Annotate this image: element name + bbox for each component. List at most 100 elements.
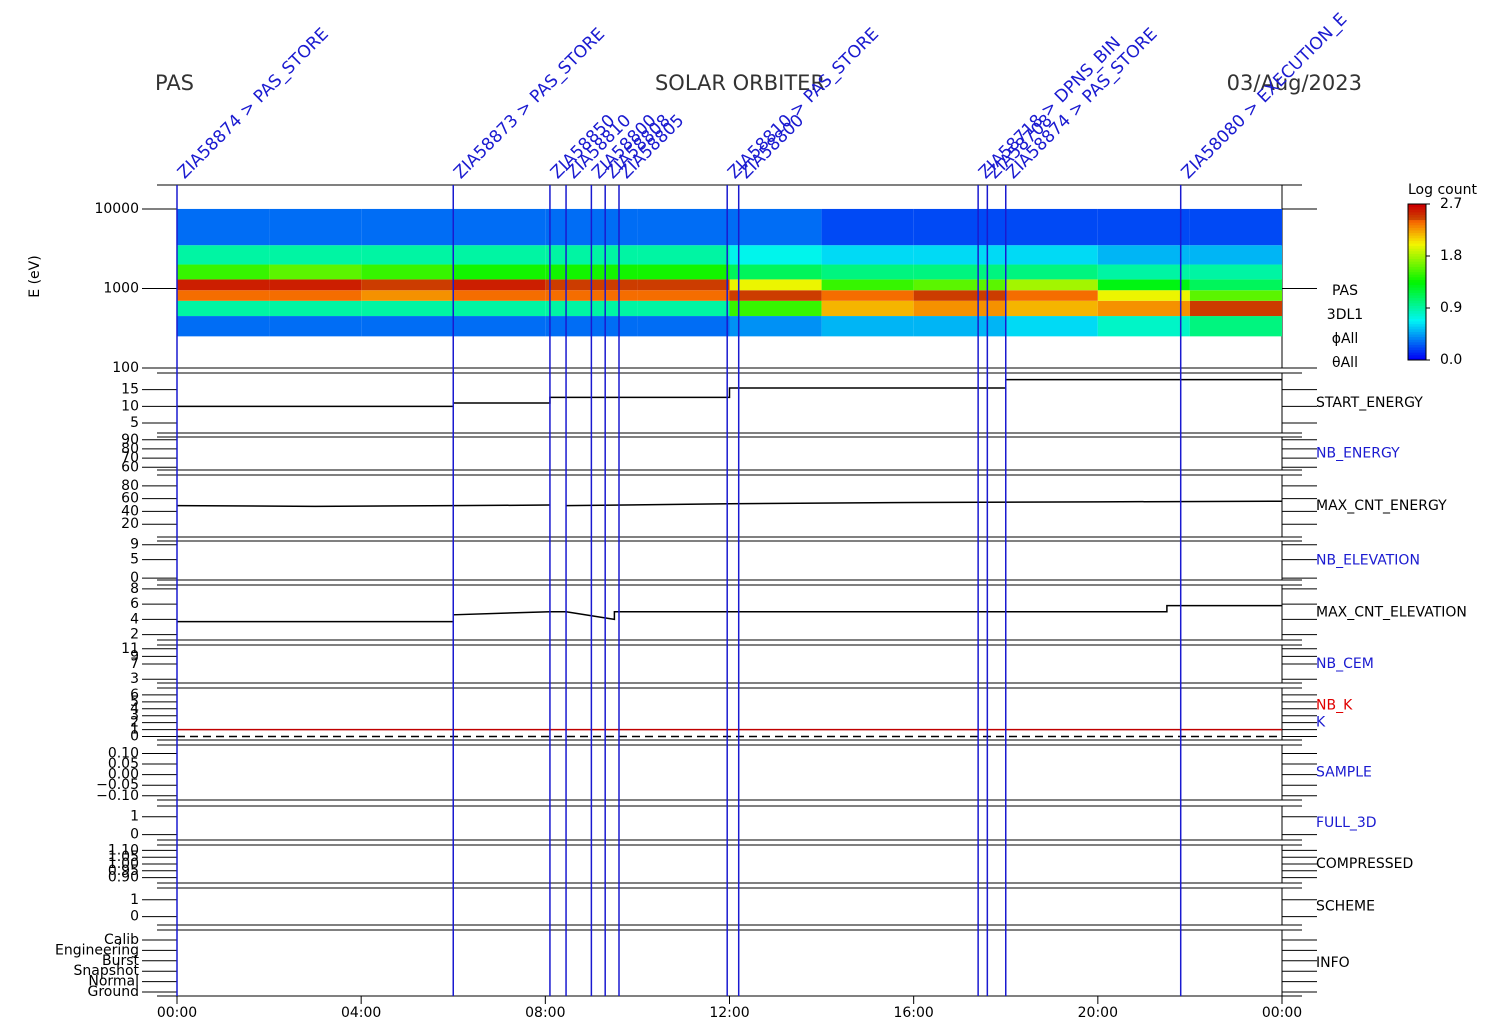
- spectrogram-cell: [637, 290, 730, 301]
- colorbar-step: [1408, 274, 1426, 278]
- colorbar-step: [1408, 222, 1426, 226]
- panel-label: COMPRESSED: [1316, 856, 1413, 872]
- series-line: [177, 604, 1282, 623]
- spectrogram-cell: [177, 245, 270, 265]
- colorbar-step: [1408, 227, 1426, 231]
- y-tick-label: 2: [130, 627, 139, 643]
- y-tick-label: Snapshot: [74, 963, 140, 979]
- colorbar-step: [1408, 282, 1426, 286]
- spectrogram-cell: [1097, 245, 1190, 265]
- y-tick-label: 10: [121, 398, 139, 414]
- spectrogram-cell: [729, 264, 822, 280]
- spectrogram-cell: [913, 279, 1006, 291]
- spectrogram-cell: [1189, 316, 1282, 337]
- colorbar-step: [1408, 305, 1426, 309]
- spectrogram-cell: [269, 316, 362, 337]
- colorbar-step: [1408, 318, 1426, 322]
- colorbar-step: [1408, 214, 1426, 218]
- colorbar-step: [1408, 310, 1426, 314]
- colorbar-step: [1408, 232, 1426, 236]
- y-tick-label: 3: [130, 671, 139, 687]
- colorbar-tick-label: 1.8: [1440, 248, 1462, 264]
- colorbar-step: [1408, 315, 1426, 319]
- colorbar-step: [1408, 284, 1426, 288]
- spectrogram-cell: [177, 279, 270, 291]
- colorbar-step: [1408, 261, 1426, 265]
- colorbar-tick-label: 0.9: [1440, 300, 1462, 316]
- panel-label: PAS: [1332, 283, 1358, 299]
- colorbar-step: [1408, 357, 1426, 361]
- y-tick-label: 0.10: [108, 745, 139, 761]
- spectrogram-cell: [269, 290, 362, 301]
- y-tick-label: Burst: [102, 953, 140, 969]
- y-tick-label: 1000: [103, 280, 139, 296]
- colorbar-step: [1408, 276, 1426, 280]
- colorbar-step: [1408, 287, 1426, 291]
- spectrogram-cell: [177, 316, 270, 337]
- spectrogram-cell: [729, 290, 822, 301]
- colorbar-step: [1408, 339, 1426, 343]
- series-line: [177, 378, 1282, 408]
- spectrogram-cell: [821, 245, 914, 265]
- colorbar-step: [1408, 211, 1426, 215]
- spectrogram-cell: [361, 279, 454, 291]
- panel-label: SAMPLE: [1316, 765, 1372, 781]
- spectrogram-cell: [1005, 300, 1098, 317]
- spectrogram-cell: [361, 290, 454, 301]
- y-tick-label: Calib: [104, 932, 139, 948]
- y-tick-label: 80: [121, 441, 139, 457]
- colorbar-step: [1408, 266, 1426, 270]
- panel-label: MAX_CNT_ENERGY: [1316, 498, 1447, 514]
- spectrogram-cell: [269, 279, 362, 291]
- spectrogram-cell: [453, 316, 546, 337]
- header-left: PAS: [155, 71, 194, 95]
- x-tick-label: 04:00: [341, 1005, 381, 1020]
- spectrogram-cell: [1005, 279, 1098, 291]
- colorbar-step: [1408, 331, 1426, 335]
- y-tick-label: 0.95: [108, 863, 139, 879]
- y-tick-label: 0.05: [108, 756, 139, 772]
- spectrogram-cell: [177, 264, 270, 280]
- spectrogram-cell: [1097, 279, 1190, 291]
- spectrogram-cell: [1097, 300, 1190, 317]
- panel-label: INFO: [1316, 955, 1350, 971]
- colorbar-step: [1408, 237, 1426, 241]
- spectrogram-cell: [1189, 290, 1282, 301]
- y-tick-label: 0.90: [108, 870, 139, 886]
- spectrogram-cell: [453, 264, 546, 280]
- spectrogram-cell: [269, 208, 362, 246]
- spectrogram-cell: [453, 279, 546, 291]
- y-tick-label: 5: [130, 552, 139, 568]
- spectrogram-cell: [1005, 316, 1098, 337]
- y-tick-label: −0.05: [96, 777, 139, 793]
- spectrogram-cell: [1097, 316, 1190, 337]
- spectrogram-cell: [1189, 264, 1282, 280]
- colorbar-step: [1408, 336, 1426, 340]
- spectrogram-cell: [269, 264, 362, 280]
- y-tick-label: 40: [121, 503, 139, 519]
- colorbar-step: [1408, 344, 1426, 348]
- colorbar-step: [1408, 347, 1426, 351]
- spectrogram-cell: [361, 245, 454, 265]
- spectrogram-cell: [177, 290, 270, 301]
- spectrogram-cell: [269, 300, 362, 317]
- colorbar-tick-label: 2.7: [1440, 196, 1462, 212]
- colorbar-step: [1408, 297, 1426, 301]
- colorbar-step: [1408, 352, 1426, 356]
- spectrogram-cell: [913, 245, 1006, 265]
- spectrogram-cell: [1097, 208, 1190, 246]
- panel-label: NB_K: [1316, 697, 1353, 713]
- panel-label: NB_ENERGY: [1316, 446, 1400, 462]
- colorbar-step: [1408, 269, 1426, 273]
- colorbar-step: [1408, 341, 1426, 345]
- colorbar-step: [1408, 302, 1426, 306]
- panel-label: MAX_CNT_ELEVATION: [1316, 605, 1467, 621]
- event-label: ZIA58080 > EXECUTION_E: [1178, 9, 1352, 183]
- spectrogram-cell: [637, 245, 730, 265]
- spectrogram-cell: [821, 208, 914, 246]
- colorbar-step: [1408, 256, 1426, 260]
- spectrogram-cell: [821, 316, 914, 337]
- colorbar-step: [1408, 224, 1426, 228]
- colorbar-step: [1408, 250, 1426, 254]
